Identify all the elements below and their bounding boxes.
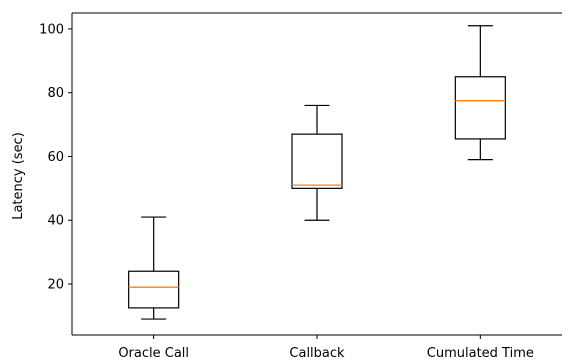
plot-area xyxy=(71,12,562,336)
y-tick-label: 20 xyxy=(47,277,64,292)
y-tick-label: 40 xyxy=(47,214,64,229)
iqr-box xyxy=(128,270,180,309)
y-tick-label: 80 xyxy=(47,86,64,101)
y-axis: 20 40 60 80 100 xyxy=(39,22,72,292)
y-axis-label: Latency (sec) xyxy=(11,132,26,220)
box-oracle-call xyxy=(128,216,180,320)
box-cumulated-time xyxy=(454,25,506,161)
x-tick-label: Oracle Call xyxy=(118,346,189,360)
x-tick-label: Callback xyxy=(289,346,345,360)
box-callback xyxy=(291,104,343,221)
x-tick-label: Cumulated Time xyxy=(427,346,534,360)
x-axis: Oracle Call Callback Cumulated Time xyxy=(118,335,534,360)
iqr-box xyxy=(454,76,506,140)
y-tick-label: 60 xyxy=(47,150,64,165)
iqr-box xyxy=(291,133,343,189)
y-tick-label: 100 xyxy=(39,22,64,37)
